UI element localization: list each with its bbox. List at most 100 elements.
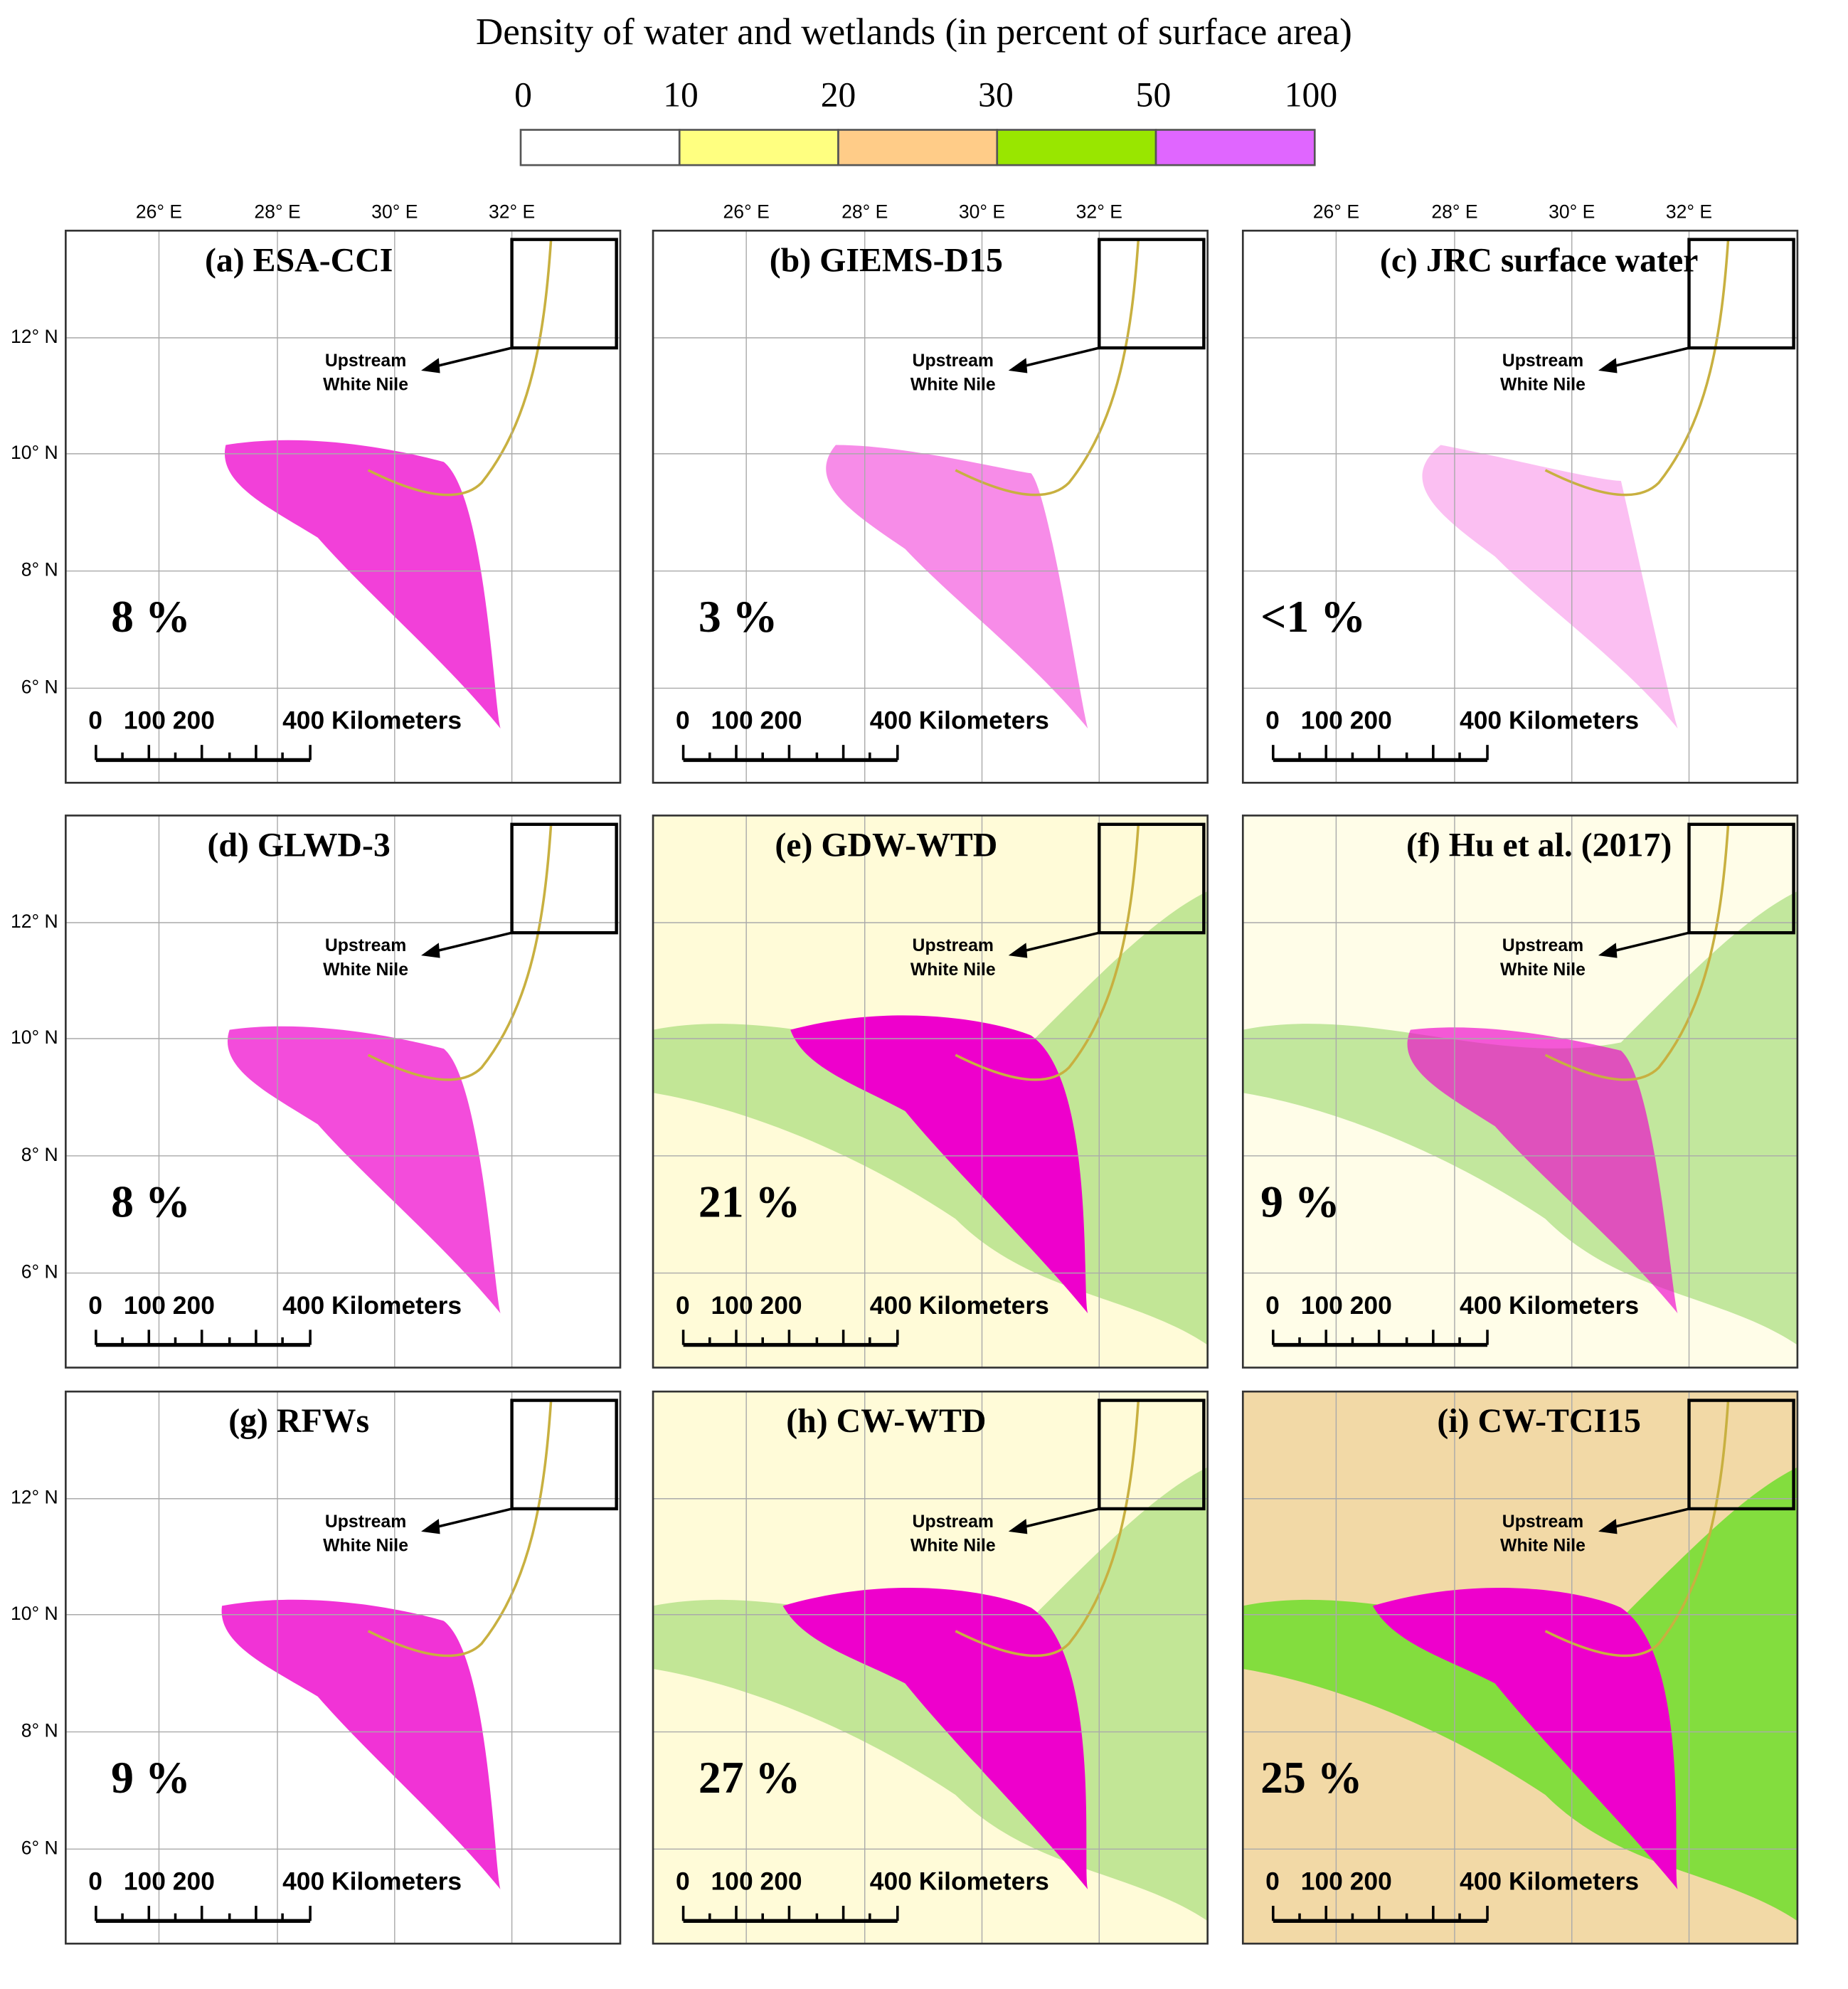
arrow — [1610, 346, 1689, 368]
inset-box — [510, 238, 618, 350]
inset-box — [1098, 822, 1206, 935]
scale-label: 0 — [676, 1867, 690, 1896]
annotation: Upstream — [1502, 351, 1583, 371]
panel-frame — [65, 229, 622, 784]
wetland-magenta — [1422, 445, 1678, 729]
scale-label: 100 200 — [1301, 706, 1392, 735]
arrow — [1021, 931, 1100, 953]
map-background — [653, 230, 1208, 783]
scale-label: 400 Kilometers — [282, 1291, 462, 1320]
legend-tick-label: 50 — [1136, 75, 1172, 115]
arrow-head — [1598, 943, 1618, 958]
arrow — [1021, 346, 1100, 368]
inset-box — [1687, 1399, 1795, 1511]
y-axis-label: 10° N — [11, 442, 58, 463]
y-axis-label: 12° N — [11, 1487, 58, 1508]
x-axis-label: 30° E — [371, 201, 418, 222]
legend-tick-label: 20 — [821, 75, 856, 115]
wetland-magenta — [782, 1587, 1088, 1890]
river — [955, 240, 1140, 497]
legend-swatch — [996, 129, 1157, 166]
arrow-head — [1598, 358, 1618, 373]
y-axis-label: 10° N — [11, 1603, 58, 1624]
scale-label: 100 200 — [711, 1867, 802, 1896]
panel-label: (e) GDW-WTD — [775, 826, 997, 864]
arrow-head — [421, 1519, 440, 1534]
annotation: Upstream — [913, 936, 994, 955]
annotation: White Nile — [910, 376, 996, 395]
legend-tick-label: 0 — [514, 75, 532, 115]
panels: Upstream White Nile (a) ESA-CCI 8 % 0 100 200… — [11, 201, 1799, 1945]
y-axis-label: 8° N — [21, 1144, 58, 1165]
scale-label: 100 200 — [711, 706, 802, 735]
y-axis-label: 12° N — [11, 911, 58, 932]
map-panel: Upstream White Nile (d) GLWD-3 8 % 0 100 200 4… — [11, 815, 622, 1369]
wetland-magenta — [826, 445, 1088, 729]
wetland-magenta — [1372, 1587, 1678, 1890]
panel-label: (g) RFWs — [228, 1402, 369, 1440]
scale-label: 400 Kilometers — [1460, 1867, 1639, 1896]
panel-label: (f) Hu et al. (2017) — [1406, 826, 1672, 864]
river — [955, 825, 1140, 1081]
scale-label: 0 — [88, 1291, 102, 1320]
river — [367, 825, 553, 1081]
panel-label: (h) CW-WTD — [786, 1402, 986, 1440]
scale-label: 400 Kilometers — [870, 1867, 1049, 1896]
map-panel: Upstream White Nile (i) CW-TCI15 25 % 0 100 2… — [1241, 1390, 1799, 1945]
wetland-magenta — [1407, 1027, 1678, 1314]
scale-label: 400 Kilometers — [1460, 1291, 1639, 1320]
arrow — [433, 1507, 513, 1529]
panel-frame — [652, 1390, 1209, 1945]
arrow-head — [421, 358, 440, 373]
x-axis-label: 32° E — [1666, 201, 1712, 222]
map-panel: Upstream White Nile (b) GIEMS-D15 3 % 0 100 2… — [652, 201, 1209, 784]
arrow — [1610, 931, 1689, 953]
y-axis-label: 6° N — [21, 1837, 58, 1858]
inset-box — [1098, 238, 1206, 350]
map-panel: Upstream White Nile (e) GDW-WTD 21 % 0 100 20… — [652, 815, 1209, 1369]
scale-label: 400 Kilometers — [870, 706, 1049, 735]
inset-box — [1687, 238, 1795, 350]
x-axis-label: 28° E — [254, 201, 300, 222]
percentage: 3 % — [699, 591, 778, 642]
annotation: White Nile — [1500, 1537, 1586, 1556]
x-axis-label: 28° E — [1431, 201, 1477, 222]
map-background — [1243, 230, 1797, 783]
scale-label: 0 — [1265, 706, 1280, 735]
arrow-head — [1598, 1519, 1618, 1534]
x-axis-label: 26° E — [136, 201, 182, 222]
wetland-magenta — [224, 440, 501, 729]
annotation: White Nile — [910, 960, 996, 980]
scale-label: 0 — [1265, 1291, 1280, 1320]
panel-frame — [65, 815, 622, 1369]
panel-frame — [1241, 1390, 1799, 1945]
annotation: White Nile — [323, 960, 408, 980]
y-axis-label: 8° N — [21, 1720, 58, 1741]
wetland-magenta — [227, 1026, 501, 1314]
panel-frame — [652, 229, 1209, 784]
scale-label: 100 200 — [1301, 1867, 1392, 1896]
arrow — [433, 346, 513, 368]
scale-label: 400 Kilometers — [1460, 706, 1639, 735]
y-axis-label: 6° N — [21, 1261, 58, 1283]
inset-box — [510, 1399, 618, 1511]
annotation: White Nile — [323, 376, 408, 395]
y-axis-label: 8° N — [21, 559, 58, 580]
annotation: Upstream — [913, 351, 994, 371]
x-axis-label: 32° E — [1076, 201, 1122, 222]
legend-tick-label: 30 — [978, 75, 1014, 115]
legend-tick-label: 10 — [663, 75, 699, 115]
x-axis-label: 30° E — [959, 201, 1005, 222]
annotation: Upstream — [1502, 1512, 1583, 1532]
scale-label: 0 — [88, 706, 102, 735]
scale-label: 100 200 — [711, 1291, 802, 1320]
y-axis-label: 12° N — [11, 326, 58, 347]
wetland-magenta — [221, 1599, 501, 1890]
panel-frame — [652, 815, 1209, 1369]
panel-frame — [1241, 229, 1799, 784]
annotation: White Nile — [323, 1537, 408, 1556]
map-panel: Upstream White Nile (g) RFWs 9 % 0 100 200 400… — [11, 1390, 622, 1945]
legend-tick-label: 100 — [1285, 75, 1337, 115]
y-axis-label: 10° N — [11, 1027, 58, 1048]
inset-box — [1098, 1399, 1206, 1511]
